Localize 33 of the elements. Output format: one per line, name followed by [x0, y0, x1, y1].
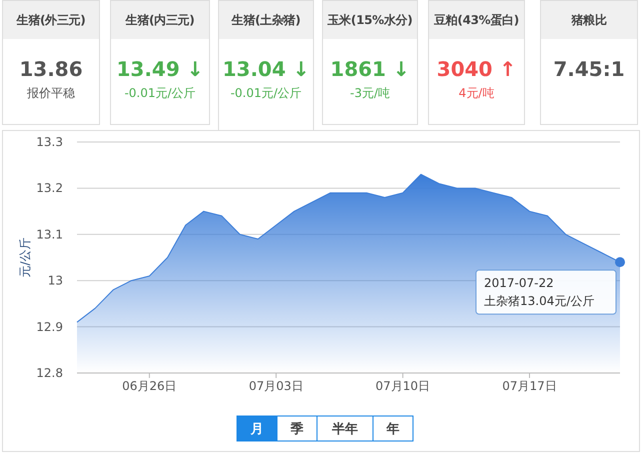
text: 月 — [250, 422, 264, 437]
y-tick-label: 13 — [48, 274, 63, 288]
text: 13.86 — [18, 57, 84, 81]
y-tick-label: 13.1 — [36, 227, 63, 242]
text: 生猪(外三元) — [3, 1, 99, 39]
y-tick-label: 13.3 — [36, 135, 63, 149]
text: 豆粕(43%蛋白) — [429, 1, 524, 39]
text: 生猪(内三元) — [111, 1, 209, 39]
text: 玉米(15%水分) — [323, 1, 417, 39]
x-tick-label: 07月17日 — [502, 379, 557, 393]
text: 4元/吨 — [458, 85, 496, 102]
x-tick-label: 07月03日 — [248, 379, 304, 393]
text: 13.49 ↓ — [116, 57, 204, 81]
text: 7.45:1 — [552, 57, 626, 81]
x-tick-label: 07月10日 — [376, 379, 430, 393]
y-tick-label: 12.8 — [36, 366, 63, 380]
text: 13.04 ↓ — [222, 57, 310, 81]
text: -3元/吨 — [348, 85, 391, 102]
text: 猪粮比 — [541, 1, 637, 39]
annotation: 2017-07-22 土杂猪13.04元/公斤 — [484, 276, 594, 308]
text: 年 — [386, 422, 400, 437]
x-tick-label: 06月26日 — [122, 379, 177, 393]
text: -0.01元/公斤 — [229, 85, 303, 102]
y-tick-label: 12.9 — [36, 320, 63, 334]
text: 季 — [290, 421, 304, 437]
text: 半年 — [331, 422, 358, 437]
text: 3040 ↑ — [436, 57, 518, 81]
y-axis-title: 元/公斤 — [18, 237, 32, 278]
y-tick-label: 13.2 — [36, 181, 63, 196]
text: 1861 ↓ — [329, 57, 411, 81]
text: -0.01元/公斤 — [123, 85, 197, 102]
text: 生猪(土杂猪) — [219, 1, 313, 39]
text: 报价平稳 — [26, 85, 76, 102]
